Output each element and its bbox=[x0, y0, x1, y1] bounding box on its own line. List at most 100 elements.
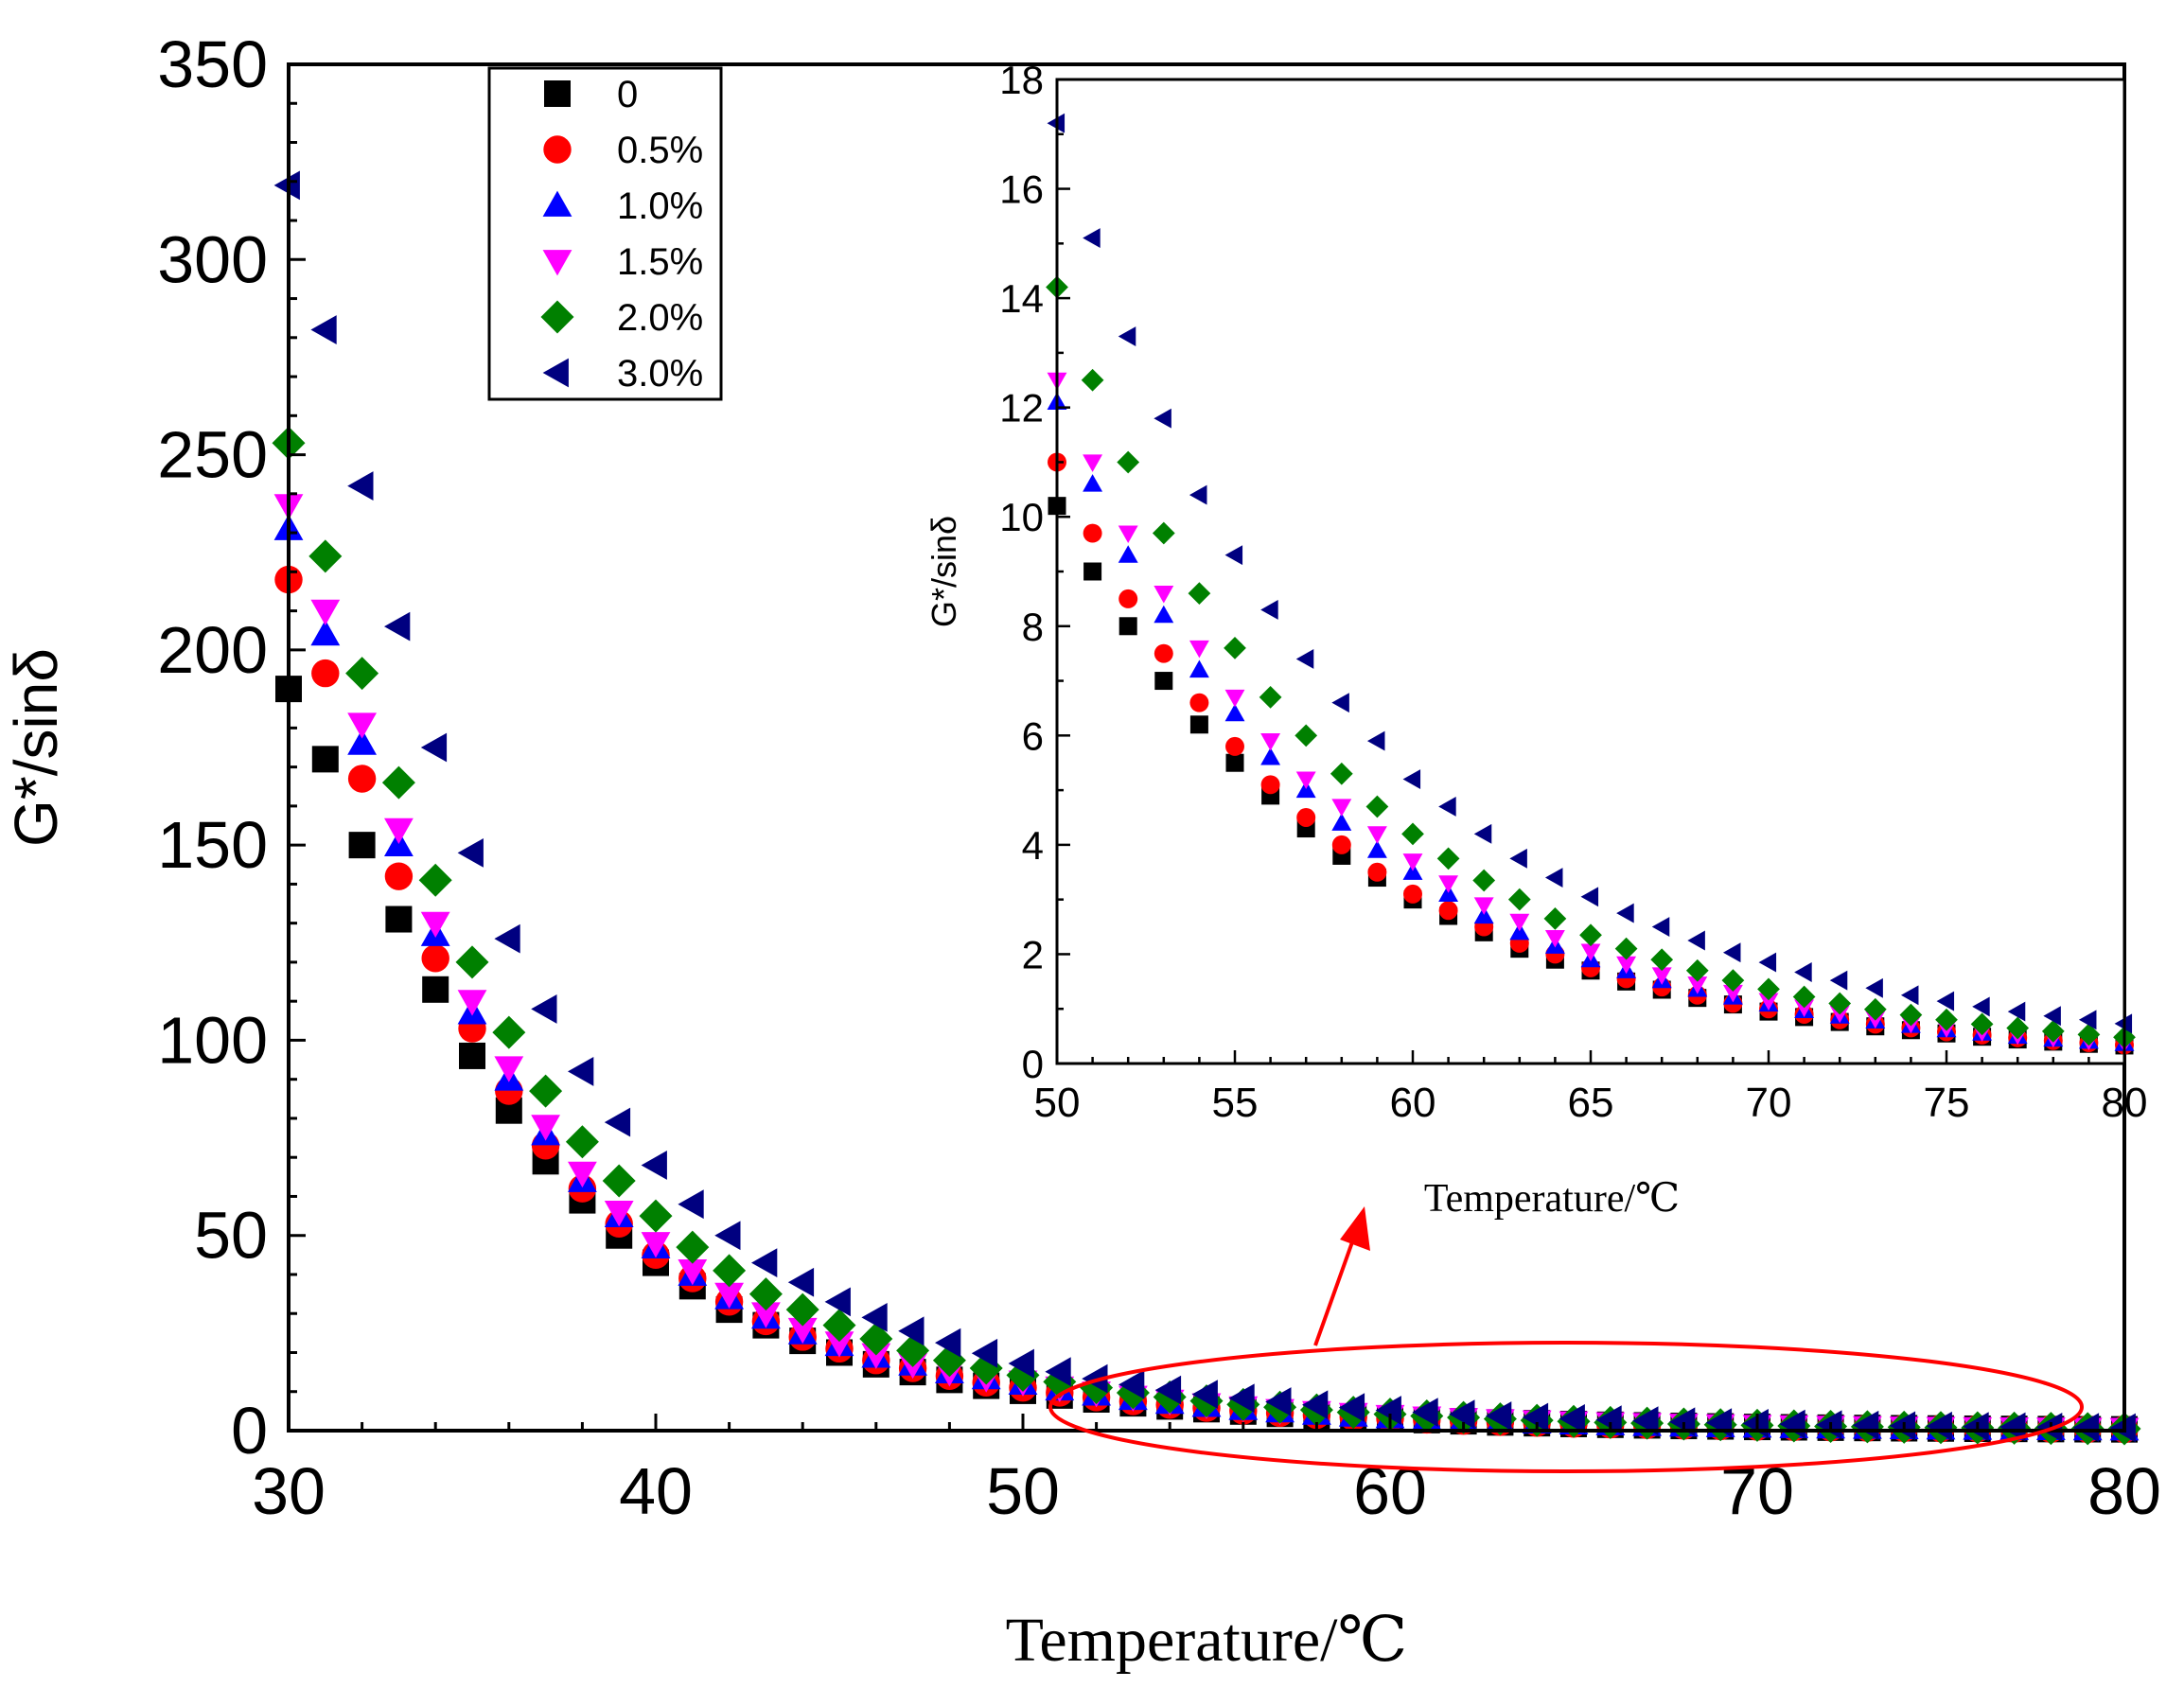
data-point bbox=[1118, 326, 1136, 347]
inset-data-points bbox=[1046, 113, 2136, 1055]
data-point bbox=[2043, 1006, 2061, 1027]
data-point bbox=[714, 1282, 744, 1309]
data-point bbox=[347, 471, 374, 501]
x-tick-label: 75 bbox=[1924, 1080, 1970, 1126]
y-tick-label: 14 bbox=[999, 276, 1044, 321]
data-point bbox=[420, 911, 450, 939]
data-point bbox=[1579, 923, 1602, 947]
data-point bbox=[345, 657, 379, 691]
legend-entry: 2.0% bbox=[540, 297, 703, 339]
main-x-axis-title: Temperature/℃ bbox=[1006, 1606, 1408, 1675]
data-point bbox=[1260, 599, 1278, 620]
data-point bbox=[1559, 1404, 1585, 1433]
highlight-arrow-head bbox=[1340, 1206, 1370, 1251]
data-point bbox=[898, 1316, 925, 1346]
y-tick-label: 6 bbox=[1022, 713, 1044, 758]
data-point bbox=[1154, 1375, 1182, 1405]
data-point bbox=[1794, 962, 1812, 982]
data-point bbox=[1189, 715, 1208, 734]
data-point bbox=[1758, 993, 1779, 1011]
y-tick-label: 12 bbox=[999, 386, 1044, 431]
data-point bbox=[1999, 1412, 2026, 1442]
y-tick-label: 4 bbox=[1022, 823, 1044, 868]
data-point bbox=[2006, 1016, 2030, 1040]
data-point bbox=[1331, 835, 1351, 854]
data-point bbox=[1154, 672, 1173, 691]
data-point bbox=[1118, 1369, 1145, 1399]
y-tick-label: 250 bbox=[157, 418, 268, 492]
data-point bbox=[1436, 847, 1460, 870]
data-point bbox=[531, 994, 557, 1024]
data-point bbox=[2036, 1413, 2063, 1442]
data-point bbox=[384, 818, 414, 845]
data-point bbox=[1225, 736, 1244, 756]
data-point bbox=[1403, 884, 1422, 904]
data-point bbox=[641, 1232, 671, 1258]
data-point bbox=[1722, 942, 1741, 963]
data-point bbox=[1154, 586, 1174, 604]
legend-marker bbox=[543, 135, 572, 164]
data-point bbox=[1260, 733, 1281, 751]
data-point bbox=[1687, 976, 1708, 994]
highlight-arrow bbox=[1313, 1239, 1355, 1346]
inset-series-3-0pct bbox=[1047, 113, 2133, 1034]
data-point bbox=[971, 1338, 998, 1368]
data-point bbox=[824, 1287, 851, 1317]
y-tick-label: 8 bbox=[1022, 605, 1044, 649]
data-point bbox=[787, 1317, 818, 1345]
data-point bbox=[1331, 693, 1349, 713]
data-point bbox=[861, 1302, 888, 1332]
data-point bbox=[1721, 969, 1745, 993]
legend: 0 0.5% 1.0% 1.5% 2.0% 3.0% bbox=[487, 66, 723, 401]
data-point bbox=[604, 1107, 631, 1137]
data-point bbox=[1331, 799, 1352, 817]
data-point bbox=[822, 1309, 856, 1343]
y-tick-label: 100 bbox=[157, 1003, 268, 1077]
data-point bbox=[1367, 862, 1387, 882]
data-point bbox=[1899, 1003, 1923, 1027]
y-tick-label: 200 bbox=[157, 613, 268, 687]
data-point bbox=[1188, 582, 1211, 605]
data-point bbox=[2072, 1413, 2100, 1443]
data-point bbox=[1225, 753, 1244, 772]
x-tick-label: 50 bbox=[1034, 1080, 1081, 1126]
data-point bbox=[1522, 1402, 1549, 1433]
data-point bbox=[1189, 659, 1209, 678]
data-point bbox=[455, 945, 489, 979]
data-point bbox=[494, 1056, 524, 1082]
data-point bbox=[1259, 686, 1282, 709]
data-point bbox=[1401, 822, 1424, 846]
data-point bbox=[1189, 693, 1209, 712]
data-point bbox=[1616, 956, 1637, 975]
data-point bbox=[935, 1328, 961, 1358]
y-tick-label: 150 bbox=[157, 808, 268, 882]
data-point bbox=[457, 990, 487, 1016]
data-point bbox=[1970, 1012, 1994, 1036]
data-point bbox=[1402, 769, 1421, 790]
data-point bbox=[1651, 917, 1670, 938]
data-point bbox=[2078, 1010, 2097, 1030]
data-point bbox=[422, 976, 449, 1003]
data-point bbox=[529, 1074, 563, 1108]
data-point bbox=[859, 1322, 893, 1356]
data-point bbox=[751, 1302, 781, 1328]
data-point bbox=[2007, 1001, 2026, 1022]
legend-entry: 3.0% bbox=[542, 353, 703, 395]
data-point bbox=[347, 765, 377, 793]
x-tick-label: 30 bbox=[252, 1454, 326, 1528]
data-point bbox=[751, 1248, 778, 1277]
data-point bbox=[1154, 605, 1174, 624]
legend-marker bbox=[544, 80, 571, 107]
data-point bbox=[678, 1189, 704, 1220]
data-point bbox=[1889, 1411, 1916, 1441]
data-point bbox=[311, 746, 339, 773]
data-point bbox=[1008, 1348, 1034, 1379]
data-point bbox=[1295, 648, 1314, 669]
y-tick-label: 2 bbox=[1022, 932, 1044, 976]
series-3-0pct bbox=[273, 170, 2136, 1443]
data-point bbox=[1118, 545, 1138, 563]
data-point bbox=[2041, 1020, 2065, 1043]
data-point bbox=[1189, 640, 1209, 659]
main-y-axis-title: G*/sinδ bbox=[2, 648, 70, 847]
data-point bbox=[1083, 474, 1103, 492]
